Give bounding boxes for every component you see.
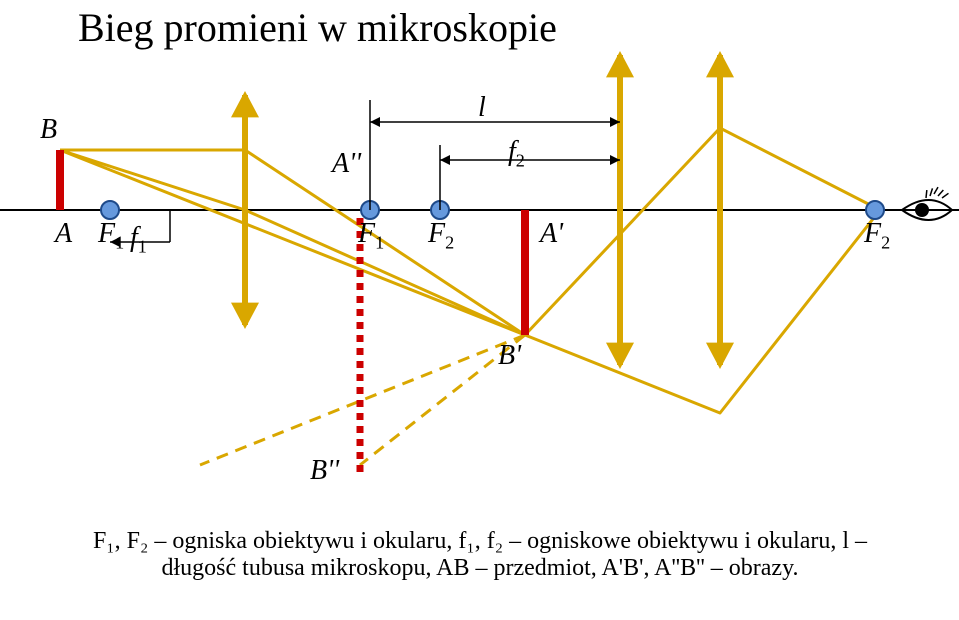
caption: F₁, F₂ – ogniska obiektywu i okularu, f₁… [40,528,920,582]
diagram-label: f1 [130,222,147,258]
diagram-label: f2 [508,136,525,172]
diagram-label: F2 [428,218,454,254]
caption-line-2: długość tubusa mikroskopu, AB – przedmio… [161,555,798,581]
diagram-label: A' [540,218,563,250]
optics-diagram [0,0,959,520]
diagram-label: A [55,218,72,250]
diagram-label: l [478,92,486,124]
diagram-label: F1 [358,218,384,254]
caption-line-1: F₁, F₂ – ogniska obiektywu i okularu, f₁… [93,528,867,554]
diagram-label: A'' [332,148,361,180]
diagram-label: F2 [864,218,890,254]
diagram-label: B'' [310,455,339,487]
diagram-label: B' [498,340,521,372]
diagram-label: F1 [98,218,124,254]
diagram-label: B [40,114,57,146]
